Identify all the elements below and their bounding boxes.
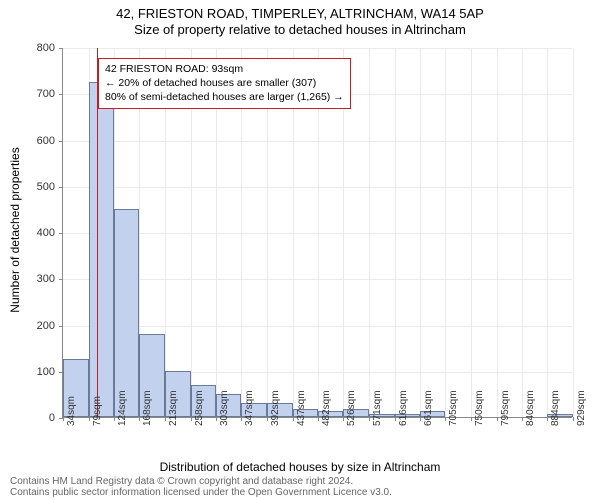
xtick-label: 79sqm [92, 396, 103, 426]
xtick-label: 392sqm [270, 390, 281, 426]
xtick-mark [497, 417, 498, 421]
gridline-v [497, 48, 498, 417]
annotation-box: 42 FRIESTON ROAD: 93sqm ← 20% of detache… [98, 58, 351, 109]
page-title: 42, FRIESTON ROAD, TIMPERLEY, ALTRINCHAM… [0, 0, 600, 21]
xtick-mark [522, 417, 523, 421]
gridline-v [547, 48, 548, 417]
ytick-mark [59, 187, 63, 188]
xtick-mark [267, 417, 268, 421]
histogram-bar [114, 209, 139, 417]
gridline-v [445, 48, 446, 417]
ytick-label: 100 [37, 366, 55, 378]
y-axis-label: Number of detached properties [8, 147, 22, 312]
ytick-label: 700 [37, 88, 55, 100]
ytick-mark [59, 48, 63, 49]
xtick-label: 750sqm [474, 390, 485, 426]
chart-container: 42, FRIESTON ROAD, TIMPERLEY, ALTRINCHAM… [0, 0, 600, 500]
xtick-mark [471, 417, 472, 421]
gridline-v [420, 48, 421, 417]
xtick-label: 616sqm [398, 390, 409, 426]
gridline-v [573, 48, 574, 417]
xtick-mark [114, 417, 115, 421]
ytick-label: 500 [37, 181, 55, 193]
xtick-label: 258sqm [194, 390, 205, 426]
xtick-mark [89, 417, 90, 421]
ytick-label: 0 [49, 412, 55, 424]
xtick-label: 347sqm [244, 390, 255, 426]
ytick-mark [59, 326, 63, 327]
chart-subtitle: Size of property relative to detached ho… [0, 21, 600, 37]
ytick-mark [59, 279, 63, 280]
xtick-label: 705sqm [448, 390, 459, 426]
annotation-line2: ← 20% of detached houses are smaller (30… [105, 76, 344, 90]
xtick-label: 437sqm [296, 390, 307, 426]
xtick-mark [369, 417, 370, 421]
xtick-mark [216, 417, 217, 421]
xtick-mark [420, 417, 421, 421]
xtick-label: 124sqm [117, 390, 128, 426]
gridline-v [395, 48, 396, 417]
xtick-label: 213sqm [168, 390, 179, 426]
xtick-mark [165, 417, 166, 421]
xtick-label: 482sqm [321, 390, 332, 426]
xtick-mark [573, 417, 574, 421]
ytick-label: 600 [37, 135, 55, 147]
ytick-mark [59, 94, 63, 95]
ytick-label: 300 [37, 273, 55, 285]
ytick-label: 400 [37, 227, 55, 239]
xtick-mark [293, 417, 294, 421]
xtick-label: 571sqm [372, 390, 383, 426]
xtick-mark [445, 417, 446, 421]
xtick-mark [63, 417, 64, 421]
xtick-mark [241, 417, 242, 421]
ytick-mark [59, 141, 63, 142]
gridline-v [522, 48, 523, 417]
annotation-line3: 80% of semi-detached houses are larger (… [105, 90, 344, 104]
ytick-label: 800 [37, 42, 55, 54]
xtick-mark [547, 417, 548, 421]
xtick-label: 303sqm [219, 390, 230, 426]
annotation-line1: 42 FRIESTON ROAD: 93sqm [105, 62, 344, 76]
xtick-mark [343, 417, 344, 421]
xtick-label: 929sqm [576, 390, 587, 426]
footer: Contains HM Land Registry data © Crown c… [0, 476, 600, 498]
histogram-bar [89, 82, 115, 417]
gridline-v [369, 48, 370, 417]
xtick-label: 34sqm [66, 396, 77, 426]
xtick-label: 884sqm [550, 390, 561, 426]
xtick-mark [139, 417, 140, 421]
xtick-label: 795sqm [500, 390, 511, 426]
footer-line2: Contains public sector information licen… [10, 487, 590, 498]
xtick-mark [395, 417, 396, 421]
xtick-mark [191, 417, 192, 421]
ytick-mark [59, 233, 63, 234]
xtick-label: 526sqm [346, 390, 357, 426]
ytick-label: 200 [37, 320, 55, 332]
xtick-mark [318, 417, 319, 421]
xtick-label: 840sqm [525, 390, 536, 426]
xtick-label: 661sqm [423, 390, 434, 426]
xtick-label: 168sqm [142, 390, 153, 426]
gridline-v [471, 48, 472, 417]
footer-line1: Contains HM Land Registry data © Crown c… [10, 476, 590, 487]
x-axis-label: Distribution of detached houses by size … [0, 460, 600, 474]
